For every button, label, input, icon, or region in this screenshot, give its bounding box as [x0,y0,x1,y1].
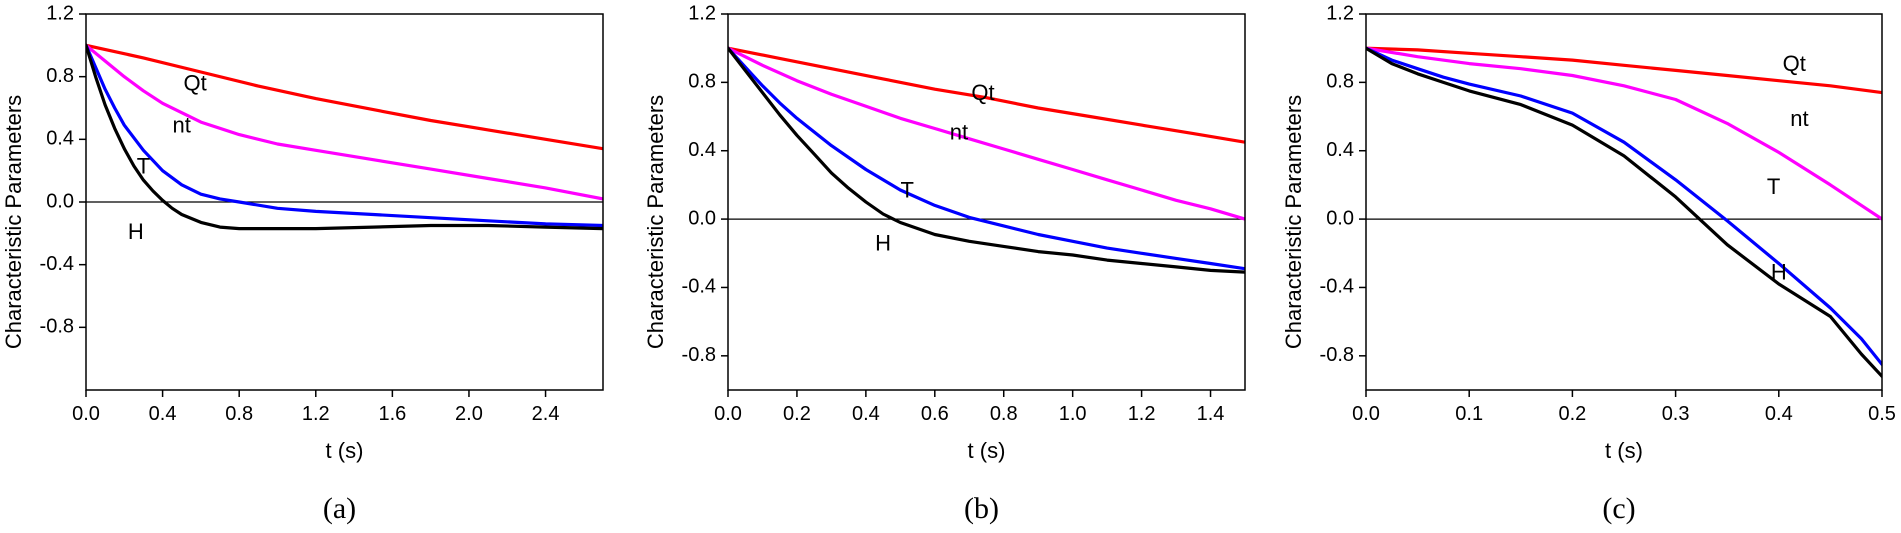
plot-frame [727,13,1246,391]
x-axis-title: t (s) [1605,438,1643,463]
series-line-h [1366,46,1882,378]
series-label-qt: Qt [971,80,994,105]
x-axis-title: t (s) [326,438,364,463]
x-tick-label: 0.8 [990,403,1018,425]
y-tick-label: -0.4 [1320,276,1354,298]
series-label-nt: nt [173,113,191,138]
y-tick-label: -0.4 [682,276,716,298]
panel-label: (b) [964,492,999,525]
x-tick-label: 0.2 [783,403,811,425]
series-line-t [86,43,603,228]
y-axis-title: Characteristic Parameters [643,95,668,349]
series-label-h: H [1771,260,1787,285]
x-tick-label: 0.0 [1352,403,1380,425]
y-tick-label: 0.8 [46,65,74,87]
series-label-h: H [128,219,144,244]
plot-frame [1365,13,1883,391]
series-line-nt [1366,46,1882,221]
series-line-qt [86,43,603,151]
panel-label: (c) [1602,492,1635,525]
series-label-nt: nt [950,119,968,144]
series-line-qt [728,46,1245,144]
y-tick-label: 1.2 [1326,2,1354,24]
y-tick-label: -0.8 [40,316,74,338]
series-line-h [86,43,603,231]
series-label-qt: Qt [184,70,207,95]
x-tick-label: 0.0 [72,403,100,425]
x-tick-label: 2.0 [455,403,483,425]
y-tick-label: 0.0 [1326,207,1354,229]
x-tick-label: 0.4 [1765,403,1793,425]
y-tick-label: -0.4 [40,253,74,275]
x-tick-label: 0.6 [921,403,949,425]
x-tick-label: 1.2 [1128,403,1156,425]
x-tick-label: 1.4 [1197,403,1225,425]
x-tick-label: 0.4 [149,403,177,425]
series-label-qt: Qt [1783,51,1806,76]
y-tick-label: 0.0 [688,207,716,229]
y-tick-label: 1.2 [688,2,716,24]
x-tick-label: 1.0 [1059,403,1087,425]
y-tick-label: 0.4 [1326,139,1354,161]
chart-panel-3: Qt nt T H 0.0 0.1 0.2 0.3 0.4 0.5 -0.8 -0.4 0.0 0.4 0.… [1281,2,1896,525]
series-label-t: T [1767,174,1780,199]
panel-label: (a) [323,492,356,525]
y-axis-title: Characteristic Parameters [1281,95,1306,349]
series-label-h: H [875,231,891,256]
chart-panel-1: Qt nt T H 0.0 0.4 0.8 1.2 1.6 2.0 2.4 -0.8 -0.4 0.0 0.… [1,2,604,525]
y-axis-title: Characteristic Parameters [1,95,26,349]
series-line-h [728,46,1245,274]
series-line-t [1366,46,1882,366]
x-tick-label: 0.8 [225,403,253,425]
series-label-t: T [901,178,914,203]
series-label-t: T [137,153,150,178]
series-line-t [728,46,1245,271]
y-tick-label: 1.2 [46,2,74,24]
y-tick-label: 0.8 [1326,71,1354,93]
x-axis-title: t (s) [968,438,1006,463]
x-tick-label: 1.6 [378,403,406,425]
series-label-nt: nt [1790,106,1808,131]
x-tick-label: 0.5 [1868,403,1896,425]
series-line-nt [728,46,1245,221]
x-tick-label: 0.4 [852,403,880,425]
x-tick-label: 0.0 [714,403,742,425]
series-line-qt [1366,46,1882,95]
y-tick-label: 0.0 [46,190,74,212]
x-tick-label: 0.3 [1662,403,1690,425]
series-line-nt [86,43,603,201]
x-tick-label: 2.4 [532,403,560,425]
y-tick-label: -0.8 [1320,344,1354,366]
x-tick-label: 0.2 [1558,403,1586,425]
x-tick-label: 1.2 [302,403,330,425]
y-tick-label: -0.8 [682,344,716,366]
x-tick-label: 0.1 [1455,403,1483,425]
y-tick-label: 0.8 [688,71,716,93]
y-tick-label: 0.4 [688,139,716,161]
y-tick-label: 0.4 [46,128,74,150]
